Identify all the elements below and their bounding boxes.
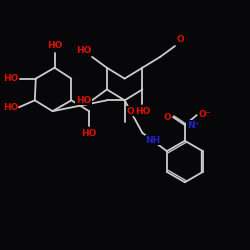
Text: O⁻: O⁻ xyxy=(199,110,211,119)
Text: HO: HO xyxy=(76,46,91,55)
Text: HO: HO xyxy=(47,41,62,50)
Text: N⁺: N⁺ xyxy=(187,120,199,130)
Text: O: O xyxy=(163,112,171,122)
Text: O: O xyxy=(126,107,134,116)
Text: O: O xyxy=(177,35,185,44)
Text: HO: HO xyxy=(3,103,18,112)
Text: NH: NH xyxy=(145,136,160,145)
Text: HO: HO xyxy=(4,74,19,83)
Text: HO: HO xyxy=(76,96,91,105)
Text: HO: HO xyxy=(135,107,150,116)
Text: HO: HO xyxy=(82,129,97,138)
